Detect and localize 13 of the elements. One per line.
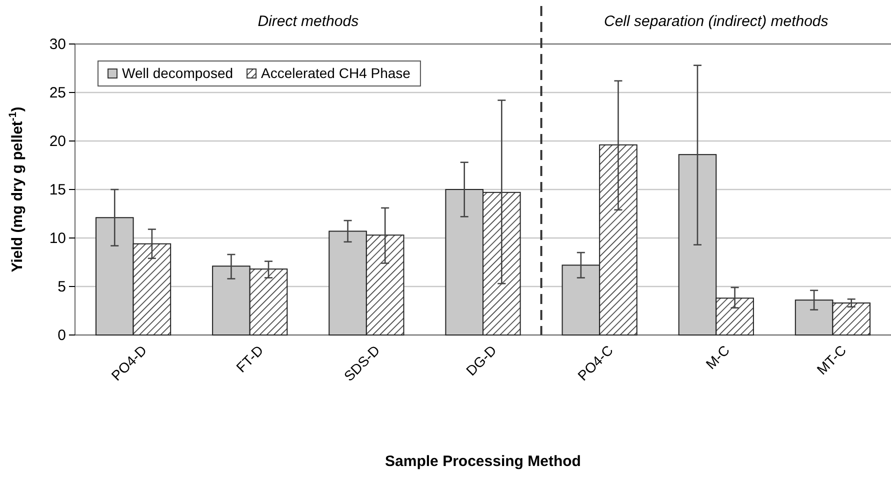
legend-label: Well decomposed (122, 65, 234, 81)
x-tick-label: M-C (702, 342, 733, 372)
y-tick-label: 0 (58, 326, 66, 344)
x-axis-title: Sample Processing Method (385, 453, 581, 470)
y-tick-label: 5 (58, 278, 66, 296)
y-tick-label: 15 (49, 181, 66, 198)
y-tick-label: 25 (49, 84, 66, 102)
text: Direct methods (258, 13, 360, 30)
text: Cell separation (indirect) methods (604, 13, 829, 30)
legend-label: Accelerated CH4 Phase (261, 65, 411, 81)
y-tick-label: 30 (49, 36, 66, 53)
y-tick-label: 20 (49, 132, 66, 150)
y-tick-label: 10 (49, 230, 66, 247)
